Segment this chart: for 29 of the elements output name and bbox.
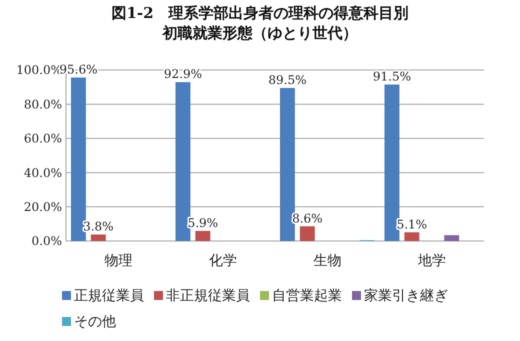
legend-label: 非正規従業員 — [166, 288, 250, 304]
bar — [175, 82, 190, 241]
x-tick-label: 地学 — [416, 253, 446, 269]
data-label: 95.6% — [59, 62, 98, 77]
legend-label: その他 — [74, 314, 116, 330]
y-tick-label: 20.0% — [24, 200, 62, 214]
y-tick-label: 60.0% — [24, 132, 62, 146]
bar — [444, 235, 460, 241]
data-label: 89.5% — [268, 72, 307, 87]
data-label: 92.9% — [164, 67, 202, 82]
bar — [70, 78, 86, 241]
x-tick-label: 生物 — [313, 253, 342, 269]
bar — [300, 226, 315, 241]
legend-label: 正規従業員 — [74, 288, 144, 304]
x-tick-label: 物理 — [104, 253, 132, 269]
bar — [404, 232, 420, 241]
y-tick-label: 80.0% — [24, 97, 62, 112]
legend-label: 自営業起業 — [272, 288, 342, 304]
data-label: 91.5% — [372, 70, 412, 84]
legend-label: 家業引き継ぎ — [364, 288, 448, 304]
y-tick-label: 40.0% — [24, 166, 62, 180]
bar — [384, 84, 400, 241]
bar — [90, 234, 106, 241]
y-tick-label: 0.0% — [32, 234, 62, 248]
x-tick-label: 化学 — [208, 253, 237, 269]
chart-title: 図1-2 理系学部出身者の理科の得意科目別 — [111, 4, 409, 22]
bar — [280, 88, 295, 241]
bar — [195, 230, 210, 241]
chart-subtitle: 初職就業形態（ゆとり世代） — [162, 24, 358, 42]
